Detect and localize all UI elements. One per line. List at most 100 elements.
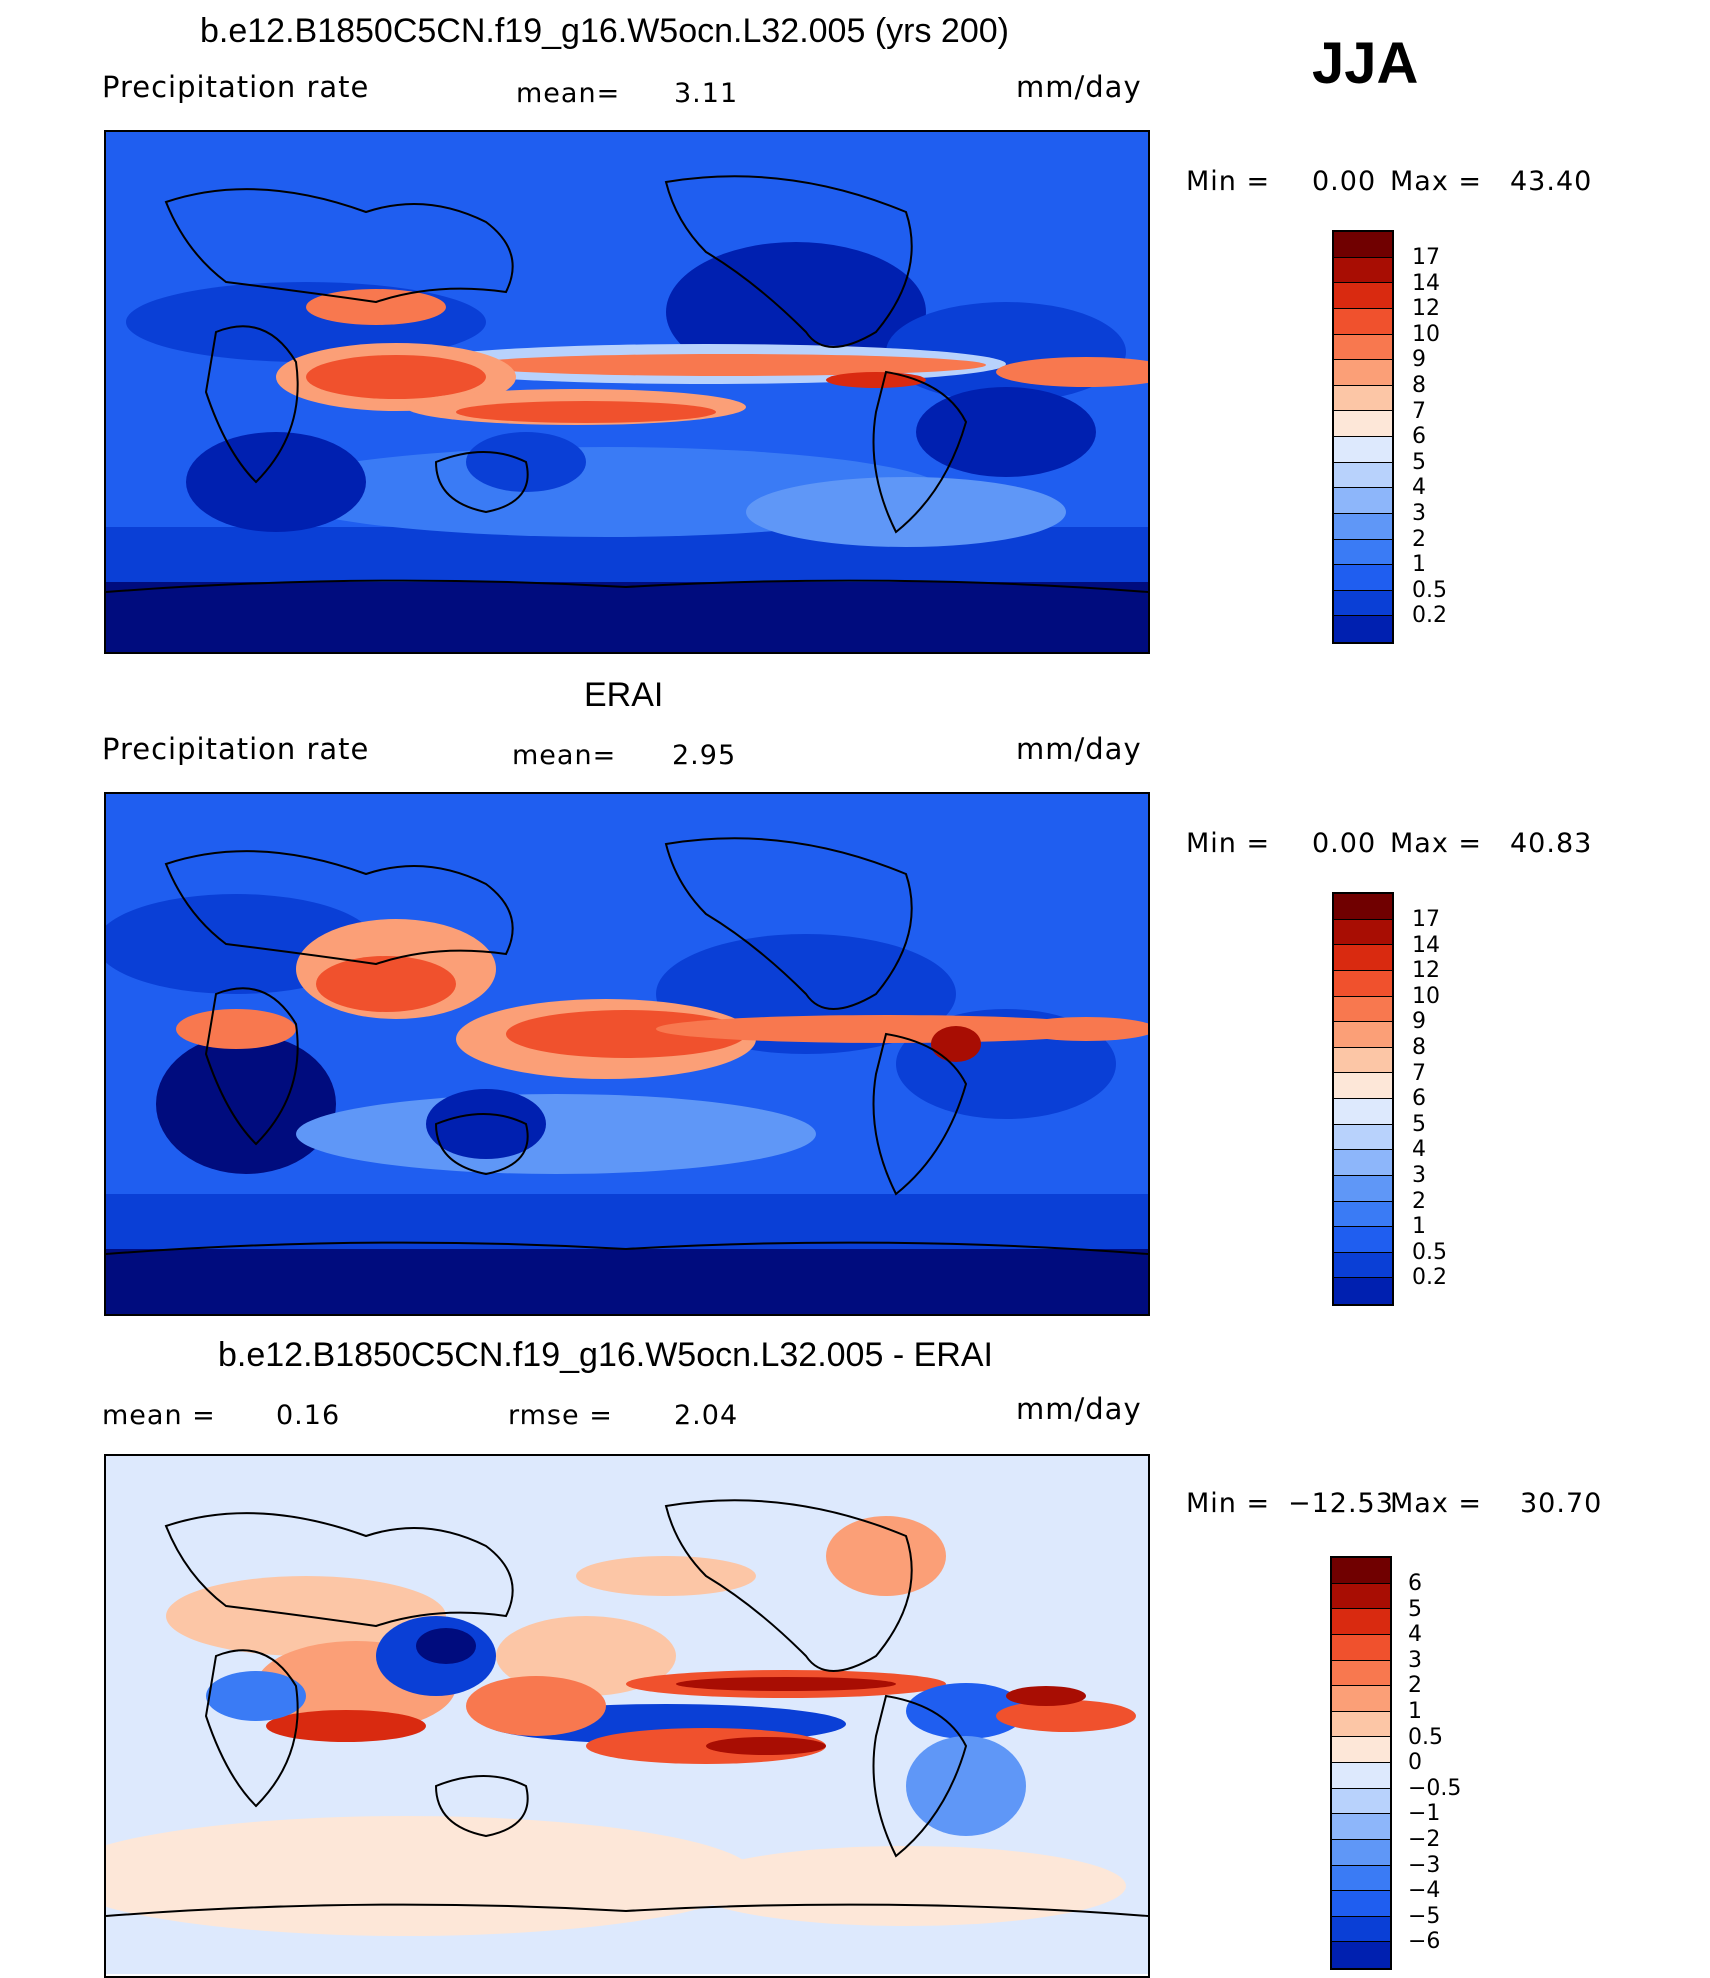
panel2-map bbox=[104, 792, 1150, 1316]
panel1-colorbar bbox=[1332, 230, 1394, 644]
colorbar-swatch bbox=[1332, 1763, 1390, 1789]
colorbar-tick-label: 10 bbox=[1412, 321, 1440, 347]
colorbar-swatch bbox=[1334, 970, 1392, 997]
panel1-title: b.e12.B1850C5CN.f19_g16.W5ocn.L32.005 (y… bbox=[200, 12, 1009, 50]
panel1-mean-value: 3.11 bbox=[674, 78, 739, 109]
panel3-units: mm/day bbox=[1016, 1392, 1142, 1426]
colorbar-tick-label: 7 bbox=[1412, 398, 1426, 424]
colorbar-swatch bbox=[1334, 945, 1392, 971]
panel2-variable: Precipitation rate bbox=[102, 732, 370, 766]
colorbar-swatch bbox=[1332, 1865, 1390, 1892]
colorbar-swatch bbox=[1334, 462, 1392, 489]
colorbar-tick-label: 0.5 bbox=[1412, 577, 1447, 603]
colorbar-swatch bbox=[1334, 1022, 1392, 1048]
panel1-min-value: 0.00 bbox=[1312, 166, 1377, 197]
colorbar-tick-label: 2 bbox=[1408, 1673, 1422, 1699]
colorbar-swatch bbox=[1334, 283, 1392, 309]
colorbar-tick-label: 14 bbox=[1412, 270, 1440, 296]
colorbar-swatch bbox=[1334, 1047, 1392, 1074]
colorbar-tick-label: 4 bbox=[1412, 1137, 1426, 1163]
colorbar-swatch bbox=[1334, 1073, 1392, 1099]
colorbar-tick-label: −1 bbox=[1408, 1801, 1441, 1827]
colorbar-swatch bbox=[1332, 1839, 1390, 1866]
colorbar-tick-label: 0.2 bbox=[1412, 603, 1447, 629]
panel2-map-field bbox=[106, 794, 1148, 1314]
panel3-map-field bbox=[106, 1456, 1148, 1974]
colorbar-swatch bbox=[1332, 1711, 1390, 1738]
colorbar-swatch bbox=[1332, 1814, 1390, 1840]
colorbar-tick-label: 7 bbox=[1412, 1060, 1426, 1086]
colorbar-swatch bbox=[1334, 488, 1392, 514]
colorbar-swatch bbox=[1332, 1916, 1390, 1943]
panel3-rmse-value: 2.04 bbox=[674, 1400, 739, 1431]
colorbar-swatch bbox=[1332, 1737, 1390, 1763]
colorbar-tick-label: 3 bbox=[1412, 1162, 1426, 1188]
colorbar-tick-label: 1 bbox=[1412, 552, 1426, 578]
panel2-min-value: 0.00 bbox=[1312, 828, 1377, 859]
panel1-map bbox=[104, 130, 1150, 654]
colorbar-tick-label: 1 bbox=[1408, 1698, 1422, 1724]
panel3-map bbox=[104, 1454, 1150, 1978]
colorbar-tick-label: 6 bbox=[1412, 1086, 1426, 1112]
colorbar-swatch bbox=[1334, 565, 1392, 591]
panel1-units: mm/day bbox=[1016, 70, 1142, 104]
colorbar-swatch bbox=[1334, 616, 1392, 642]
panel3-mean-label: mean = bbox=[102, 1400, 216, 1431]
colorbar-swatch bbox=[1334, 1099, 1392, 1125]
panel2-min-label: Min = bbox=[1186, 828, 1271, 859]
colorbar-tick-label: −6 bbox=[1408, 1929, 1441, 1955]
colorbar-tick-label: 4 bbox=[1408, 1622, 1422, 1648]
panel2-max-label: Max = bbox=[1390, 828, 1483, 859]
panel2-colorbar-labels: 17 14 12 10 9 8 7 6 5 4 3 2 1 0.5 0.2 bbox=[1412, 907, 1447, 1291]
colorbar-tick-label: −5 bbox=[1408, 1903, 1441, 1929]
colorbar-tick-label: 5 bbox=[1408, 1596, 1422, 1622]
colorbar-swatch bbox=[1334, 334, 1392, 361]
colorbar-tick-label: 0.5 bbox=[1408, 1724, 1443, 1750]
colorbar-swatch bbox=[1334, 894, 1392, 920]
colorbar-swatch bbox=[1334, 308, 1392, 335]
panel2-units: mm/day bbox=[1016, 732, 1142, 766]
panel1-map-field bbox=[106, 132, 1148, 652]
panel3-colorbar bbox=[1330, 1556, 1392, 1970]
panel1-variable: Precipitation rate bbox=[102, 70, 370, 104]
colorbar-tick-label: 5 bbox=[1412, 1111, 1426, 1137]
colorbar-tick-label: 12 bbox=[1412, 296, 1440, 322]
colorbar-tick-label: 9 bbox=[1412, 1009, 1426, 1035]
panel1-max-label: Max = bbox=[1390, 166, 1483, 197]
colorbar-tick-label: 1 bbox=[1412, 1214, 1426, 1240]
panel3-title: b.e12.B1850C5CN.f19_g16.W5ocn.L32.005 - … bbox=[218, 1336, 993, 1374]
colorbar-swatch bbox=[1334, 996, 1392, 1023]
panel1-min-label: Min = bbox=[1186, 166, 1271, 197]
colorbar-tick-label: −2 bbox=[1408, 1826, 1441, 1852]
colorbar-swatch bbox=[1334, 1175, 1392, 1202]
colorbar-swatch bbox=[1332, 1583, 1390, 1610]
panel2-colorbar bbox=[1332, 892, 1394, 1306]
colorbar-tick-label: 0.2 bbox=[1412, 1265, 1447, 1291]
panel3-rmse-label: rmse = bbox=[508, 1400, 613, 1431]
colorbar-swatch bbox=[1334, 1124, 1392, 1151]
colorbar-swatch bbox=[1334, 437, 1392, 463]
colorbar-tick-label: 0.5 bbox=[1412, 1239, 1447, 1265]
colorbar-tick-label: 8 bbox=[1412, 1034, 1426, 1060]
colorbar-tick-label: −0.5 bbox=[1408, 1775, 1462, 1801]
panel1-mean-label: mean= bbox=[516, 78, 621, 109]
colorbar-tick-label: 2 bbox=[1412, 1188, 1426, 1214]
colorbar-tick-label: 8 bbox=[1412, 372, 1426, 398]
colorbar-tick-label: −3 bbox=[1408, 1852, 1441, 1878]
season-label: JJA bbox=[1312, 31, 1419, 96]
colorbar-swatch bbox=[1332, 1942, 1390, 1968]
colorbar-tick-label: 9 bbox=[1412, 347, 1426, 373]
panel1-max-value: 43.40 bbox=[1510, 166, 1593, 197]
panel3-mean-value: 0.16 bbox=[276, 1400, 341, 1431]
colorbar-swatch bbox=[1334, 539, 1392, 566]
colorbar-tick-label: −4 bbox=[1408, 1878, 1441, 1904]
panel3-min-value: −12.53 bbox=[1288, 1488, 1394, 1519]
colorbar-swatch bbox=[1334, 232, 1392, 258]
colorbar-swatch bbox=[1334, 385, 1392, 412]
colorbar-swatch bbox=[1334, 919, 1392, 946]
colorbar-swatch bbox=[1332, 1660, 1390, 1687]
panel1-colorbar-labels: 17 14 12 10 9 8 7 6 5 4 3 2 1 0.5 0.2 bbox=[1412, 245, 1447, 629]
panel2-title: ERAI bbox=[584, 676, 664, 714]
colorbar-tick-label: 6 bbox=[1408, 1571, 1422, 1596]
colorbar-tick-label: 3 bbox=[1412, 500, 1426, 526]
